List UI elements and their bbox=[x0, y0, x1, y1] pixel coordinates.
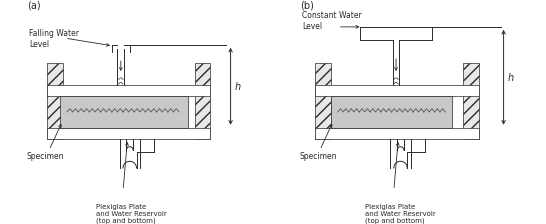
Bar bbox=[316, 128, 479, 139]
Text: Plexiglas Plate
and Water Reservoir
(top and bottom): Plexiglas Plate and Water Reservoir (top… bbox=[365, 203, 436, 224]
Text: Specimen: Specimen bbox=[27, 152, 64, 161]
Bar bbox=[47, 63, 63, 139]
Bar bbox=[195, 63, 210, 139]
Bar bbox=[47, 128, 210, 139]
Bar bbox=[331, 96, 452, 128]
Text: Falling Water
Level: Falling Water Level bbox=[29, 29, 79, 49]
Bar bbox=[316, 63, 331, 139]
Text: h: h bbox=[235, 82, 241, 92]
Text: Specimen: Specimen bbox=[300, 152, 337, 161]
Text: (b): (b) bbox=[300, 1, 313, 11]
Bar bbox=[463, 63, 479, 139]
Bar bbox=[47, 85, 210, 96]
Bar bbox=[316, 85, 479, 96]
Text: Plexiglas Plate
and Water Reservoir
(top and bottom): Plexiglas Plate and Water Reservoir (top… bbox=[96, 203, 167, 224]
Text: Constant Water
Level: Constant Water Level bbox=[302, 11, 362, 31]
Text: h: h bbox=[508, 73, 514, 83]
Text: (a): (a) bbox=[27, 1, 40, 11]
Bar bbox=[61, 96, 188, 128]
